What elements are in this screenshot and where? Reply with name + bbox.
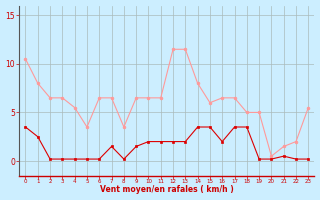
X-axis label: Vent moyen/en rafales ( km/h ): Vent moyen/en rafales ( km/h ) (100, 185, 234, 194)
